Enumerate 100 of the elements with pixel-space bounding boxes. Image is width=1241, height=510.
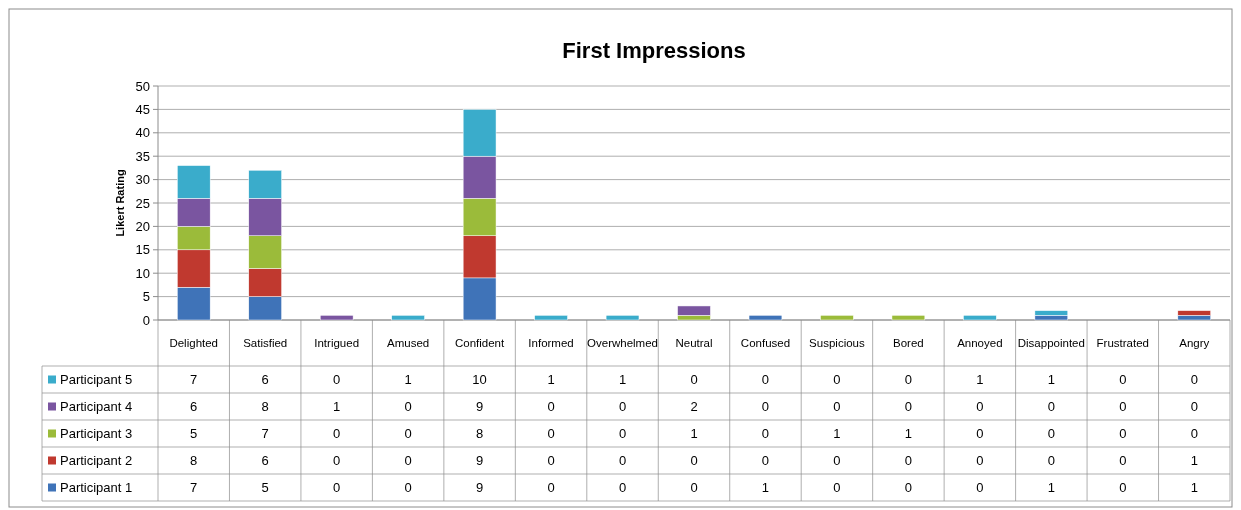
x-tick-label: Annoyed	[957, 337, 1003, 350]
data-label: 1	[976, 372, 984, 388]
x-tick-label: Satisfied	[243, 337, 288, 350]
y-tick-label: 15	[135, 242, 150, 258]
y-tick-label: 0	[142, 312, 150, 328]
y-tick-label: 50	[135, 78, 150, 94]
data-label: 0	[976, 480, 984, 496]
y-tick-label: 25	[135, 195, 150, 211]
data-label: 0	[333, 372, 341, 388]
x-tick-label: Disappointed	[1017, 337, 1085, 350]
data-label: 8	[475, 426, 484, 442]
data-label: 0	[1119, 399, 1127, 415]
data-label: 0	[690, 453, 698, 469]
data-label: 1	[1190, 480, 1198, 496]
data-label: 9	[475, 399, 484, 415]
data-label: 0	[547, 399, 555, 415]
data-label: 0	[690, 372, 698, 388]
data-label: 0	[1119, 453, 1127, 469]
bar	[319, 315, 354, 321]
data-label: 1	[404, 372, 412, 388]
data-label: 1	[618, 372, 627, 388]
data-label: 7	[190, 480, 198, 496]
y-tick-label: 45	[135, 101, 150, 117]
data-label: 1	[761, 480, 770, 496]
data-label: 1	[1047, 372, 1055, 388]
data-label: 0	[976, 399, 984, 415]
data-label: 8	[190, 453, 198, 469]
data-label: 0	[404, 453, 412, 469]
data-label: 0	[833, 453, 841, 469]
data-label: 0	[1047, 426, 1055, 442]
data-label: 6	[261, 372, 269, 388]
x-tick-label: Confident	[454, 337, 506, 350]
data-label: 0	[904, 453, 913, 469]
data-label: 0	[976, 453, 984, 469]
x-tick-label: Bored	[893, 337, 924, 350]
y-tick-label: 20	[135, 218, 150, 234]
data-label: 0	[904, 399, 913, 415]
data-label: 1	[690, 426, 698, 442]
data-label: 1	[547, 372, 555, 388]
x-tick-label: Overwhelmed	[587, 337, 659, 350]
legend-label: Participant 2	[60, 453, 133, 469]
x-tick-label: Confused	[740, 337, 791, 350]
data-label: 0	[1119, 480, 1127, 496]
data-label: 0	[1190, 426, 1198, 442]
data-label: 0	[904, 480, 913, 496]
data-label: 0	[761, 426, 770, 442]
y-tick-label: 10	[135, 265, 150, 281]
data-label: 6	[261, 453, 269, 469]
data-label: 0	[976, 426, 984, 442]
data-label: 0	[618, 480, 627, 496]
x-tick-label: Delighted	[169, 337, 219, 350]
x-tick-label: Amused	[387, 337, 430, 350]
data-label: 0	[1119, 426, 1127, 442]
data-label: 7	[190, 372, 198, 388]
bar	[963, 315, 997, 321]
data-label: 0	[690, 480, 698, 496]
data-label: 0	[1047, 453, 1055, 469]
data-label: 0	[404, 426, 412, 442]
x-tick-label: Frustrated	[1096, 337, 1150, 350]
y-axis-title: Likert Rating	[114, 169, 126, 237]
bar	[748, 315, 783, 321]
data-label: 0	[618, 399, 627, 415]
x-tick-label: Neutral	[675, 337, 713, 350]
bar	[391, 315, 425, 321]
x-tick-label: Informed	[528, 337, 574, 350]
data-label: 0	[547, 453, 555, 469]
data-label: 0	[333, 426, 341, 442]
data-label: 0	[1047, 399, 1055, 415]
data-label: 7	[261, 426, 269, 442]
data-label: 0	[1190, 372, 1198, 388]
data-label: 0	[404, 480, 412, 496]
data-label: 0	[547, 426, 555, 442]
legend-label: Participant 3	[60, 426, 133, 442]
data-label: 0	[1190, 399, 1198, 415]
data-label: 0	[333, 480, 341, 496]
chart-title: First Impressions	[562, 38, 746, 63]
data-label: 0	[1119, 372, 1127, 388]
data-label: 1	[1190, 453, 1198, 469]
data-label: 1	[904, 426, 913, 442]
legend-label: Participant 1	[60, 480, 133, 496]
data-label: 0	[761, 399, 770, 415]
bar	[820, 315, 854, 321]
y-tick-label: 5	[142, 289, 150, 305]
data-label: 0	[404, 399, 412, 415]
data-label: 0	[618, 426, 627, 442]
data-label: 8	[261, 399, 269, 415]
data-label: 2	[690, 399, 698, 415]
data-label: 5	[261, 480, 269, 496]
data-label: 0	[333, 453, 341, 469]
data-label: 1	[1047, 480, 1055, 496]
data-label: 1	[833, 426, 841, 442]
data-label: 0	[761, 453, 770, 469]
data-label: 10	[472, 372, 487, 388]
data-label: 9	[475, 453, 484, 469]
y-tick-label: 30	[135, 172, 150, 188]
y-tick-label: 35	[135, 148, 150, 164]
legend-label: Participant 4	[60, 399, 133, 415]
data-label: 9	[475, 480, 484, 496]
data-label: 0	[833, 372, 841, 388]
data-label: 0	[833, 399, 841, 415]
